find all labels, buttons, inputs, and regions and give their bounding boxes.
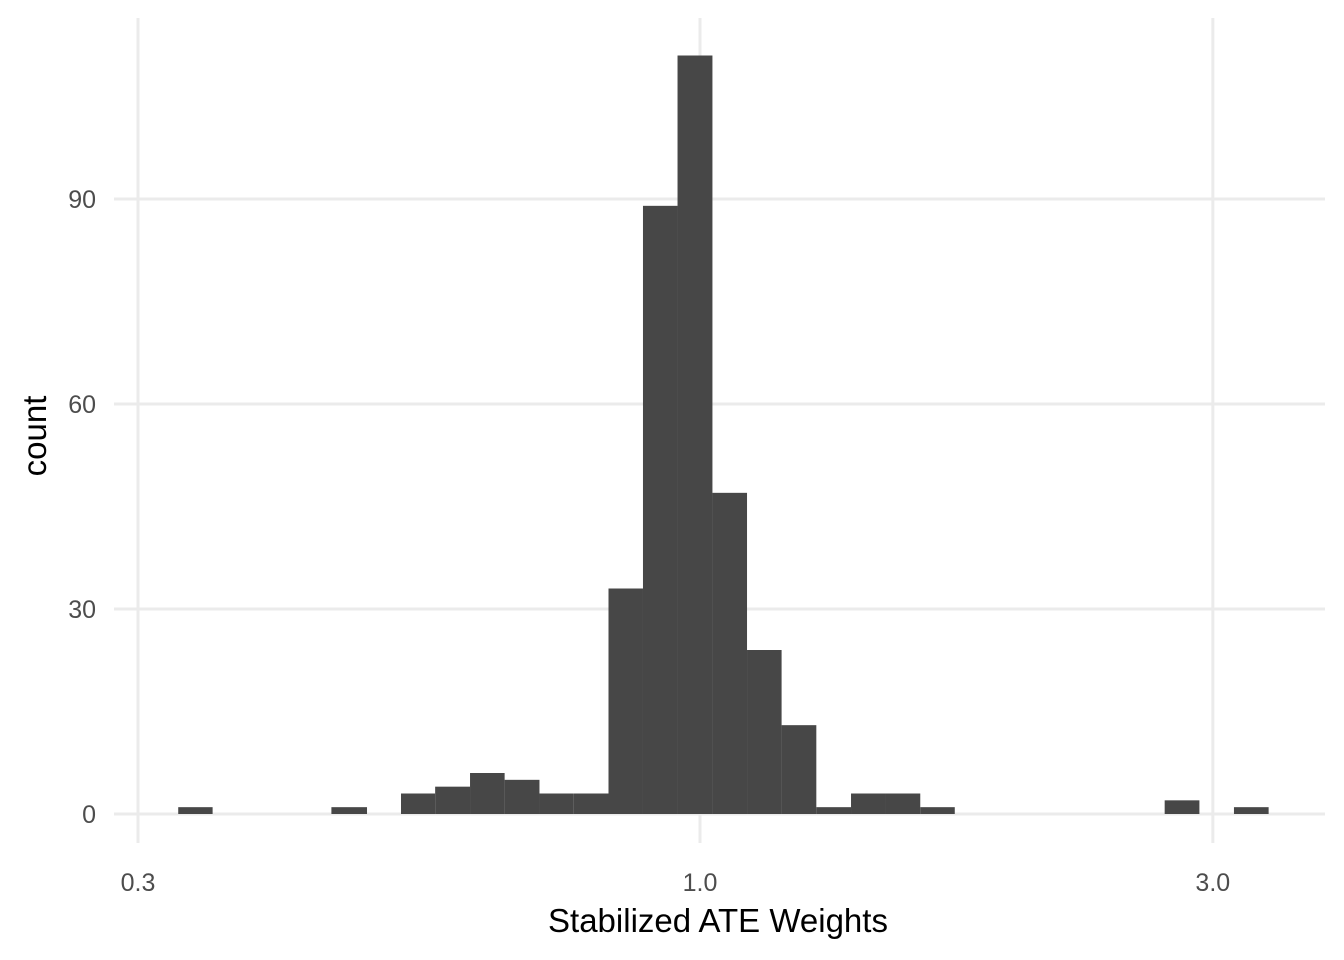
histogram-bar-10 — [677, 55, 713, 814]
histogram-bar-7 — [573, 793, 609, 814]
histogram-bar-16 — [885, 793, 921, 814]
y-tick-label-3: 90 — [68, 186, 96, 214]
histogram-bar-11 — [712, 492, 748, 814]
histogram-bar-18 — [1164, 800, 1200, 814]
histogram-bar-4 — [470, 773, 505, 814]
histogram-bar-17 — [920, 807, 955, 814]
histogram-bar-12 — [747, 650, 782, 814]
x-tick-label-1: 1.0 — [683, 869, 718, 897]
histogram-bar-19 — [1233, 807, 1269, 814]
histogram-bar-15 — [851, 793, 886, 814]
histogram-bar-5 — [504, 779, 540, 814]
histogram-bar-8 — [608, 588, 643, 814]
histogram-bar-1 — [331, 807, 368, 814]
histogram-bar-0 — [178, 807, 213, 814]
histogram-bar-2 — [400, 793, 436, 814]
histogram-bar-13 — [781, 725, 817, 814]
histogram-bars — [178, 55, 1269, 815]
histogram-bar-3 — [435, 786, 471, 814]
x-tick-label-2: 3.0 — [1195, 869, 1230, 897]
x-tick-label-0: 0.3 — [121, 869, 156, 897]
histogram-bar-6 — [539, 793, 574, 814]
histogram-bar-14 — [816, 807, 852, 814]
y-axis-tick-labels: 0 30 60 90 — [68, 186, 96, 829]
y-axis-title: count — [16, 396, 53, 477]
y-tick-label-1: 30 — [68, 596, 96, 624]
y-tick-label-2: 60 — [68, 391, 96, 419]
x-axis-title: Stabilized ATE Weights — [548, 902, 888, 939]
y-tick-label-0: 0 — [82, 801, 96, 829]
histogram-bar-9 — [642, 205, 678, 815]
x-axis-tick-labels: 0.3 1.0 3.0 — [121, 869, 1231, 897]
